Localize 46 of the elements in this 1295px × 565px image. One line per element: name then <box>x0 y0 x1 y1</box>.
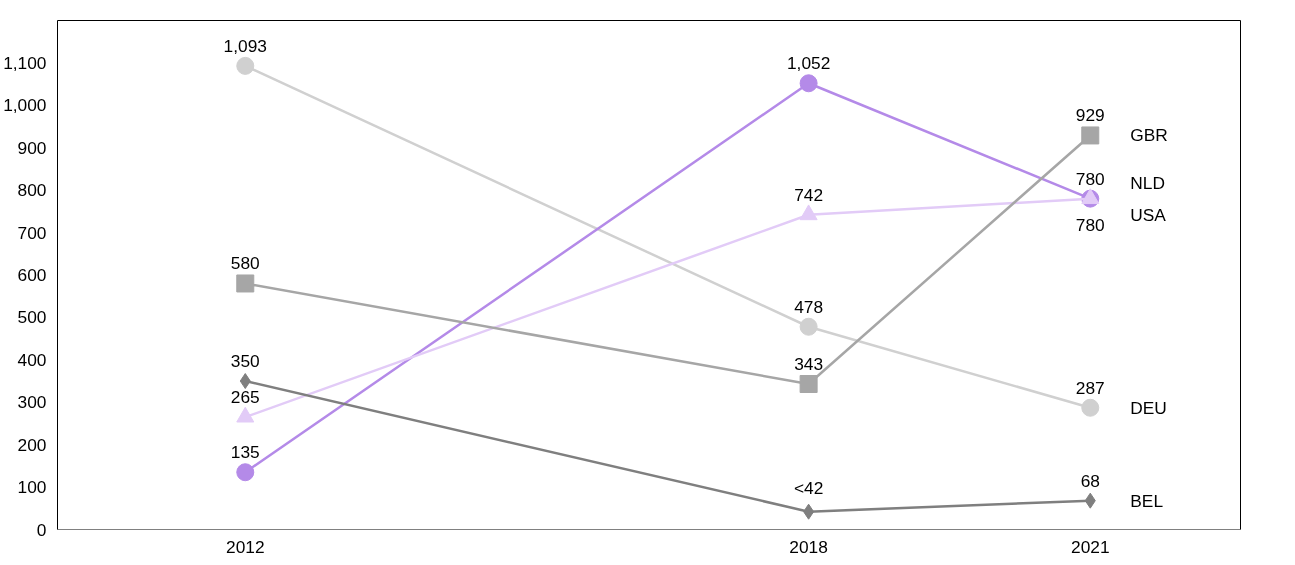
y-tick-label: 400 <box>17 349 47 370</box>
data-label: 265 <box>230 387 260 408</box>
point <box>236 274 255 293</box>
point <box>236 463 255 482</box>
y-tick-label: 300 <box>17 392 47 413</box>
point <box>239 373 251 390</box>
y-tick-label: 1,000 <box>3 95 47 116</box>
data-label: 929 <box>1075 105 1105 126</box>
y-tick-label: 500 <box>17 307 47 328</box>
series-label: GBR <box>1130 125 1168 146</box>
y-tick-label: 600 <box>17 265 47 285</box>
point <box>1081 398 1100 417</box>
data-label: 135 <box>230 442 260 463</box>
x-tick-label: 2012 <box>226 536 265 557</box>
y-tick-label: 100 <box>17 477 47 498</box>
data-label: 1,052 <box>786 53 831 74</box>
text: BEL <box>1130 490 1164 511</box>
data-label: 742 <box>794 184 824 205</box>
data-label: 780 <box>1075 168 1105 189</box>
y-tick-label: 900 <box>17 137 47 158</box>
x-tick-label: 2021 <box>1071 536 1110 557</box>
data-label: 68 <box>1080 470 1100 491</box>
data-label: 780 <box>1075 214 1105 235</box>
point <box>799 375 818 394</box>
point <box>799 74 818 93</box>
series-label: NLD <box>1130 172 1165 193</box>
y-tick-label: 1,100 <box>3 52 47 73</box>
series-label: USA <box>1130 204 1167 225</box>
data-label: 343 <box>794 354 824 375</box>
point <box>799 317 818 336</box>
data-label: <42 <box>793 477 824 498</box>
y-tick-label: 200 <box>17 434 47 455</box>
point <box>1084 492 1096 509</box>
data-label: 1,093 <box>223 35 267 56</box>
point <box>803 503 815 520</box>
point <box>236 56 255 75</box>
series-label: DEU <box>1130 397 1167 418</box>
y-tick-label: 800 <box>17 180 47 201</box>
y-tick-label: 700 <box>17 222 47 243</box>
y-tick-label: 0 <box>36 519 47 540</box>
data-label: 287 <box>1075 377 1105 398</box>
data-label: 580 <box>230 253 260 274</box>
point <box>1081 126 1100 145</box>
x-tick-label: 2018 <box>789 536 828 557</box>
data-label: 478 <box>794 296 824 317</box>
data-label: 350 <box>230 351 260 372</box>
